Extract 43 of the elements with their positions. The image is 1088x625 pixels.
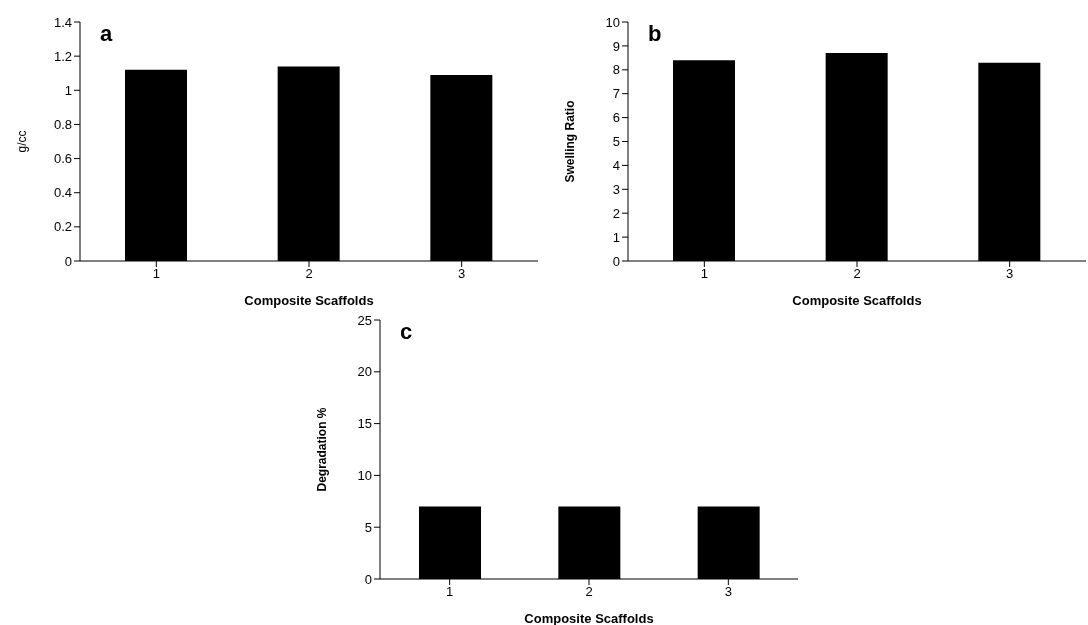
y-tick-label: 1.2: [53, 48, 72, 64]
y-axis-title: Degradation %: [315, 407, 330, 492]
x-tick-label: 2: [305, 266, 313, 282]
y-axis-title: g/cc: [15, 130, 30, 153]
x-tick-label: 3: [724, 584, 732, 600]
y-tick-label: 15: [357, 416, 372, 432]
y-tick-label: 2: [612, 205, 620, 221]
y-tick-label: 20: [357, 364, 372, 380]
y-tick-label: 0: [364, 571, 372, 587]
y-tick-label: 0.8: [53, 117, 72, 133]
y-tick-label: 10: [605, 14, 620, 30]
x-tick-label: 2: [585, 584, 593, 600]
y-tick-label: 8: [612, 62, 620, 78]
x-tick-label: 1: [700, 266, 708, 282]
annotation: b: [648, 21, 662, 46]
y-tick-label: 0.4: [53, 185, 72, 201]
x-tick-label: 1: [446, 584, 454, 600]
y-tick-label: 0: [64, 253, 72, 269]
y-tick-label: 25: [357, 312, 372, 328]
y-tick-label: 7: [612, 86, 620, 102]
y-tick-label: 1: [612, 229, 620, 245]
x-tick-label: 3: [458, 266, 466, 282]
y-tick-label: 4: [612, 158, 620, 174]
y-tick-label: 3: [612, 181, 620, 197]
y-tick-label: 0.6: [53, 151, 72, 167]
x-tick-label: 3: [1006, 266, 1014, 282]
annotation: a: [100, 21, 113, 46]
y-axis-title: Swelling Ratio: [563, 100, 578, 183]
y-tick-label: 1.4: [53, 14, 72, 30]
x-tick-label: 2: [853, 266, 861, 282]
y-tick-label: 1: [64, 82, 72, 98]
x-axis-title: Composite Scaffolds: [524, 611, 654, 625]
y-tick-label: 0: [612, 253, 620, 269]
annotation: c: [400, 319, 413, 344]
y-tick-label: 10: [357, 468, 372, 484]
y-tick-label: 6: [612, 110, 620, 126]
y-tick-label: 5: [612, 134, 620, 150]
y-tick-label: 0.2: [53, 219, 72, 235]
x-axis-title: Composite Scaffolds: [244, 293, 374, 308]
x-tick-label: 1: [152, 266, 160, 282]
y-tick-label: 5: [364, 519, 372, 535]
x-axis-title: Composite Scaffolds: [792, 293, 922, 308]
y-tick-label: 9: [612, 38, 620, 54]
